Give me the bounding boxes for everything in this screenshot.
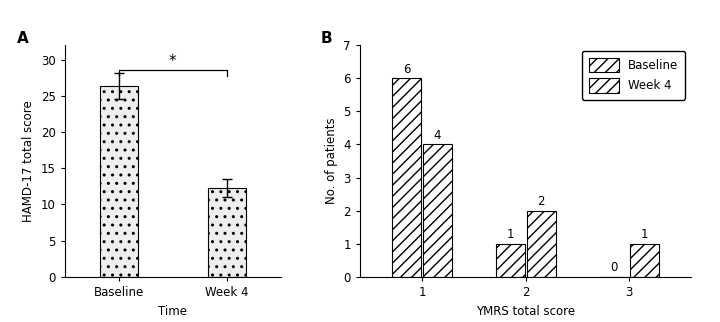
Text: 2: 2 bbox=[537, 195, 545, 208]
Y-axis label: HAMD-17 total score: HAMD-17 total score bbox=[22, 100, 35, 222]
Bar bbox=[423, 145, 452, 277]
Bar bbox=[208, 188, 246, 277]
Legend: Baseline, Week 4: Baseline, Week 4 bbox=[582, 51, 685, 100]
Text: 0: 0 bbox=[610, 261, 617, 274]
Bar bbox=[495, 244, 525, 277]
Bar bbox=[100, 86, 138, 277]
Bar bbox=[630, 244, 659, 277]
Text: B: B bbox=[320, 31, 332, 46]
Text: 6: 6 bbox=[402, 62, 410, 76]
Text: 1: 1 bbox=[641, 228, 649, 241]
Text: *: * bbox=[169, 54, 176, 69]
Bar bbox=[526, 211, 556, 277]
Y-axis label: No. of patients: No. of patients bbox=[325, 118, 338, 204]
Text: 1: 1 bbox=[506, 228, 514, 241]
Text: 4: 4 bbox=[434, 129, 441, 142]
Bar bbox=[392, 78, 421, 277]
X-axis label: YMRS total score: YMRS total score bbox=[476, 305, 575, 317]
X-axis label: Time: Time bbox=[158, 305, 187, 317]
Text: A: A bbox=[17, 31, 29, 46]
